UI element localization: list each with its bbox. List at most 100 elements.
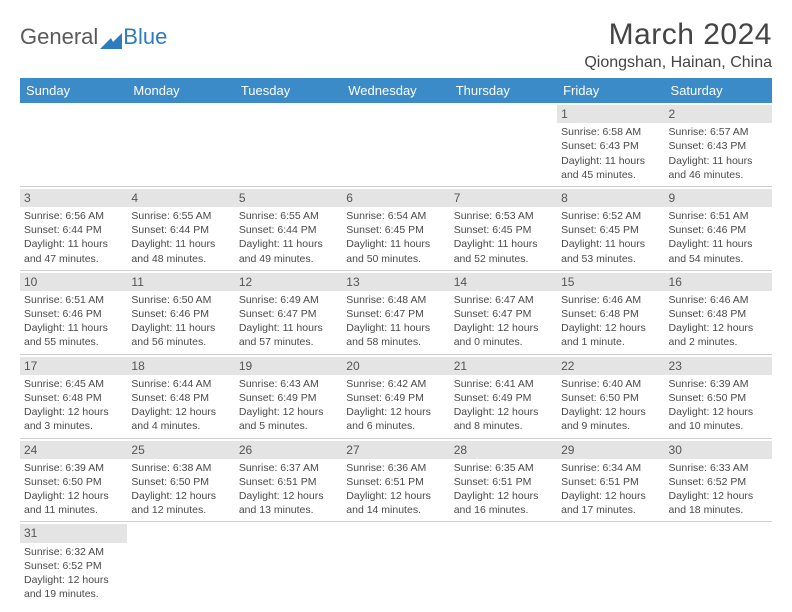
day-daylight1: Daylight: 11 hours xyxy=(24,237,123,251)
day-sunrise: Sunrise: 6:44 AM xyxy=(131,377,230,391)
weekday-header: Friday xyxy=(557,78,664,103)
day-daylight2: and 18 minutes. xyxy=(669,503,768,517)
day-sunset: Sunset: 6:44 PM xyxy=(131,223,230,237)
calendar-week-row: 31Sunrise: 6:32 AMSunset: 6:52 PMDayligh… xyxy=(20,522,772,605)
day-daylight1: Daylight: 11 hours xyxy=(454,237,553,251)
day-number: 11 xyxy=(127,273,234,291)
day-daylight1: Daylight: 11 hours xyxy=(131,237,230,251)
calendar-day-cell xyxy=(450,103,557,186)
day-daylight2: and 10 minutes. xyxy=(669,419,768,433)
day-daylight2: and 58 minutes. xyxy=(346,335,445,349)
calendar-header-row: SundayMondayTuesdayWednesdayThursdayFrid… xyxy=(20,78,772,103)
day-sunrise: Sunrise: 6:35 AM xyxy=(454,461,553,475)
calendar-day-cell: 18Sunrise: 6:44 AMSunset: 6:48 PMDayligh… xyxy=(127,354,234,438)
day-daylight1: Daylight: 11 hours xyxy=(346,237,445,251)
logo-flag-icon xyxy=(100,29,122,45)
day-number: 1 xyxy=(557,105,664,123)
day-daylight1: Daylight: 12 hours xyxy=(454,489,553,503)
weekday-header: Wednesday xyxy=(342,78,449,103)
day-number: 10 xyxy=(20,273,127,291)
day-daylight1: Daylight: 11 hours xyxy=(239,321,338,335)
calendar-day-cell: 29Sunrise: 6:34 AMSunset: 6:51 PMDayligh… xyxy=(557,438,664,522)
day-daylight2: and 17 minutes. xyxy=(561,503,660,517)
day-sunset: Sunset: 6:45 PM xyxy=(346,223,445,237)
day-sunset: Sunset: 6:51 PM xyxy=(454,475,553,489)
calendar-day-cell xyxy=(235,522,342,605)
day-sunset: Sunset: 6:50 PM xyxy=(24,475,123,489)
weekday-header: Sunday xyxy=(20,78,127,103)
day-sunrise: Sunrise: 6:54 AM xyxy=(346,209,445,223)
day-sunset: Sunset: 6:48 PM xyxy=(669,307,768,321)
day-daylight1: Daylight: 12 hours xyxy=(454,405,553,419)
day-sunrise: Sunrise: 6:40 AM xyxy=(561,377,660,391)
day-sunset: Sunset: 6:48 PM xyxy=(561,307,660,321)
day-sunrise: Sunrise: 6:53 AM xyxy=(454,209,553,223)
day-number: 17 xyxy=(20,357,127,375)
day-sunrise: Sunrise: 6:43 AM xyxy=(239,377,338,391)
calendar-day-cell: 31Sunrise: 6:32 AMSunset: 6:52 PMDayligh… xyxy=(20,522,127,605)
day-daylight2: and 3 minutes. xyxy=(24,419,123,433)
calendar-day-cell: 4Sunrise: 6:55 AMSunset: 6:44 PMDaylight… xyxy=(127,186,234,270)
day-sunset: Sunset: 6:43 PM xyxy=(561,139,660,153)
day-sunrise: Sunrise: 6:55 AM xyxy=(239,209,338,223)
day-daylight1: Daylight: 11 hours xyxy=(346,321,445,335)
day-daylight2: and 12 minutes. xyxy=(131,503,230,517)
calendar-day-cell: 27Sunrise: 6:36 AMSunset: 6:51 PMDayligh… xyxy=(342,438,449,522)
day-daylight1: Daylight: 12 hours xyxy=(669,405,768,419)
day-sunset: Sunset: 6:50 PM xyxy=(561,391,660,405)
day-sunset: Sunset: 6:51 PM xyxy=(561,475,660,489)
day-daylight1: Daylight: 12 hours xyxy=(239,405,338,419)
day-sunset: Sunset: 6:49 PM xyxy=(346,391,445,405)
day-daylight2: and 47 minutes. xyxy=(24,252,123,266)
calendar-day-cell xyxy=(342,522,449,605)
day-daylight1: Daylight: 12 hours xyxy=(346,489,445,503)
day-sunrise: Sunrise: 6:33 AM xyxy=(669,461,768,475)
day-sunset: Sunset: 6:47 PM xyxy=(239,307,338,321)
day-number: 21 xyxy=(450,357,557,375)
title-block: March 2024 Qiongshan, Hainan, China xyxy=(584,18,772,72)
weekday-header: Saturday xyxy=(665,78,772,103)
day-number: 30 xyxy=(665,441,772,459)
weekday-header: Thursday xyxy=(450,78,557,103)
calendar-week-row: 3Sunrise: 6:56 AMSunset: 6:44 PMDaylight… xyxy=(20,186,772,270)
day-daylight2: and 0 minutes. xyxy=(454,335,553,349)
day-sunset: Sunset: 6:47 PM xyxy=(454,307,553,321)
day-daylight2: and 16 minutes. xyxy=(454,503,553,517)
calendar-day-cell xyxy=(557,522,664,605)
day-sunset: Sunset: 6:49 PM xyxy=(239,391,338,405)
day-daylight1: Daylight: 11 hours xyxy=(669,237,768,251)
day-daylight2: and 5 minutes. xyxy=(239,419,338,433)
day-daylight1: Daylight: 12 hours xyxy=(669,489,768,503)
day-number: 19 xyxy=(235,357,342,375)
day-sunset: Sunset: 6:50 PM xyxy=(669,391,768,405)
day-sunrise: Sunrise: 6:55 AM xyxy=(131,209,230,223)
day-sunrise: Sunrise: 6:51 AM xyxy=(669,209,768,223)
day-daylight2: and 57 minutes. xyxy=(239,335,338,349)
day-number: 7 xyxy=(450,189,557,207)
day-daylight2: and 8 minutes. xyxy=(454,419,553,433)
calendar-body: 1Sunrise: 6:58 AMSunset: 6:43 PMDaylight… xyxy=(20,103,772,605)
day-sunrise: Sunrise: 6:46 AM xyxy=(561,293,660,307)
day-daylight1: Daylight: 12 hours xyxy=(669,321,768,335)
calendar-table: SundayMondayTuesdayWednesdayThursdayFrid… xyxy=(20,78,772,605)
day-number: 31 xyxy=(20,524,127,542)
day-sunrise: Sunrise: 6:45 AM xyxy=(24,377,123,391)
day-number: 14 xyxy=(450,273,557,291)
day-daylight1: Daylight: 12 hours xyxy=(561,405,660,419)
day-number: 29 xyxy=(557,441,664,459)
day-number: 2 xyxy=(665,105,772,123)
day-sunset: Sunset: 6:44 PM xyxy=(24,223,123,237)
day-daylight2: and 48 minutes. xyxy=(131,252,230,266)
day-daylight2: and 55 minutes. xyxy=(24,335,123,349)
day-sunrise: Sunrise: 6:52 AM xyxy=(561,209,660,223)
location: Qiongshan, Hainan, China xyxy=(584,54,772,72)
calendar-day-cell: 6Sunrise: 6:54 AMSunset: 6:45 PMDaylight… xyxy=(342,186,449,270)
logo-text-blue: Blue xyxy=(123,24,167,50)
day-sunset: Sunset: 6:51 PM xyxy=(346,475,445,489)
day-sunset: Sunset: 6:44 PM xyxy=(239,223,338,237)
day-daylight1: Daylight: 11 hours xyxy=(561,237,660,251)
calendar-week-row: 17Sunrise: 6:45 AMSunset: 6:48 PMDayligh… xyxy=(20,354,772,438)
day-sunset: Sunset: 6:45 PM xyxy=(561,223,660,237)
day-sunset: Sunset: 6:46 PM xyxy=(131,307,230,321)
calendar-day-cell: 13Sunrise: 6:48 AMSunset: 6:47 PMDayligh… xyxy=(342,270,449,354)
